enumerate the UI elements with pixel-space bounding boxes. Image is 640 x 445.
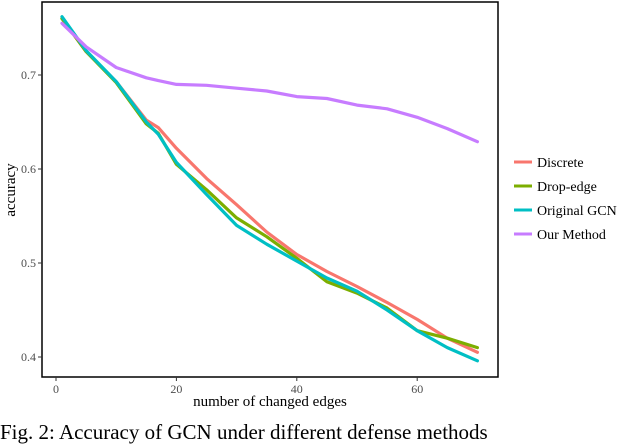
x-tick-label: 40 bbox=[291, 382, 303, 396]
x-axis: 0 20 40 60 bbox=[53, 377, 423, 396]
series-line-original-gcn bbox=[60, 15, 479, 363]
y-tick-label: 0.6 bbox=[21, 162, 36, 176]
series-line-our-method bbox=[60, 21, 479, 144]
x-tick-label: 60 bbox=[411, 382, 423, 396]
x-axis-title: number of changed edges bbox=[193, 394, 347, 410]
legend-label: Our Method bbox=[537, 228, 606, 243]
plot-lines bbox=[60, 15, 479, 363]
legend-label: Original GCN bbox=[537, 204, 617, 219]
legend: Discrete Drop-edge Original GCN Our Method bbox=[514, 156, 617, 243]
line-chart: 0.4 0.5 0.6 0.7 0 20 40 60 number of changed e… bbox=[3, 1, 617, 410]
y-tick-label: 0.4 bbox=[21, 350, 36, 364]
y-axis: 0.4 0.5 0.6 0.7 bbox=[21, 68, 42, 364]
legend-label: Drop-edge bbox=[537, 180, 597, 195]
series-line-drop-edge bbox=[60, 17, 479, 350]
figure-caption: Fig. 2: Accuracy of GCN under different … bbox=[0, 420, 488, 444]
x-tick-label: 20 bbox=[170, 382, 182, 396]
y-tick-label: 0.7 bbox=[21, 68, 36, 82]
legend-label: Discrete bbox=[537, 156, 584, 171]
y-tick-label: 0.5 bbox=[21, 256, 36, 270]
x-tick-label: 0 bbox=[53, 382, 59, 396]
plot-panel-border bbox=[41, 1, 499, 378]
y-axis-title: accuracy bbox=[3, 163, 19, 217]
